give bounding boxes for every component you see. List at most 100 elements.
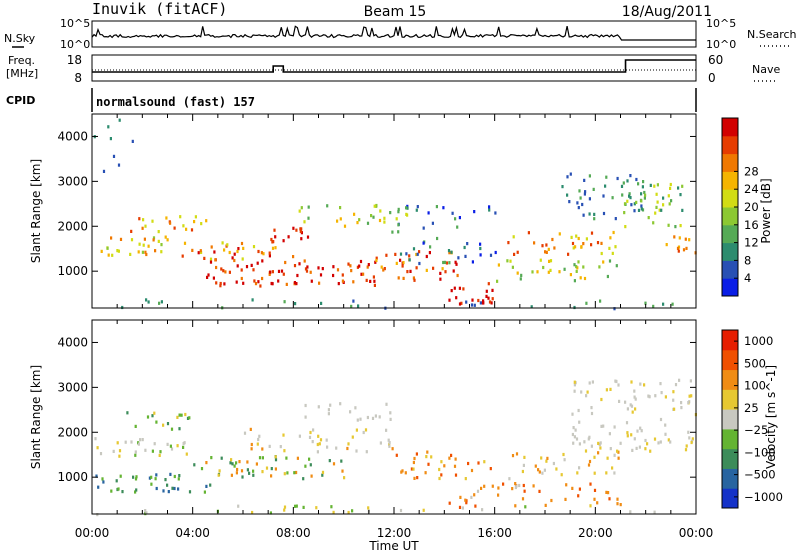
heatmap-cell — [347, 510, 350, 515]
heatmap-cell — [546, 456, 549, 460]
heatmap-cell — [199, 249, 202, 253]
heatmap-cell — [304, 464, 307, 468]
heatmap-cell — [152, 238, 155, 242]
heatmap-cell — [575, 437, 579, 441]
heatmap-cell — [319, 438, 323, 442]
heatmap-cell — [112, 154, 116, 158]
xtick-label: 00:00 — [679, 526, 714, 540]
heatmap-cell — [454, 473, 458, 477]
heatmap-cell — [471, 260, 474, 264]
heatmap-cell — [567, 252, 570, 256]
heatmap-cell — [511, 487, 514, 491]
heatmap-cell — [685, 246, 688, 250]
heatmap-cell — [571, 486, 574, 490]
heatmap-cell — [679, 193, 682, 197]
heatmap-cell — [633, 209, 636, 213]
heatmap-cell — [612, 230, 615, 235]
heatmap-cell — [131, 139, 134, 143]
heatmap-cell — [157, 239, 160, 243]
heatmap-cell — [565, 483, 568, 487]
power-colorbar-label: Power [dB] — [759, 178, 773, 243]
heatmap-cell — [310, 474, 313, 478]
heatmap-cell — [540, 456, 543, 460]
heatmap-cell — [385, 428, 388, 432]
heatmap-cell — [173, 474, 176, 479]
heatmap-cell — [317, 405, 320, 409]
colorbar-tick-label: −25 — [744, 423, 768, 437]
heatmap-cell — [643, 383, 646, 387]
heatmap-cell — [287, 235, 290, 239]
heatmap-cell — [246, 468, 249, 472]
heatmap-cell — [669, 182, 672, 187]
heatmap-cell — [442, 260, 445, 265]
nsky-trace — [91, 25, 696, 41]
heatmap-cell — [523, 489, 526, 493]
colorbar-tick-label: 28 — [744, 164, 759, 178]
heatmap-cell — [482, 299, 485, 303]
heatmap-cell — [578, 442, 581, 446]
heatmap-cell — [173, 226, 176, 230]
xtick-label: 00:00 — [75, 526, 110, 540]
heatmap-cell — [246, 460, 249, 464]
heatmap-cell — [519, 277, 522, 281]
heatmap-cell — [616, 497, 619, 501]
heatmap-cell — [580, 390, 583, 394]
heatmap-cell — [257, 249, 260, 254]
heatmap-cell — [271, 246, 275, 250]
heatmap-cell — [662, 302, 665, 306]
heatmap-cell — [605, 471, 608, 475]
heatmap-cell — [602, 424, 605, 428]
heatmap-cell — [578, 420, 581, 424]
heatmap-cell — [271, 240, 274, 244]
heatmap-cell — [474, 504, 477, 508]
heatmap-cell — [194, 215, 197, 219]
heatmap-cell — [214, 258, 217, 262]
colorbar-swatch — [722, 448, 738, 469]
heatmap-cell — [97, 485, 100, 489]
heatmap-cell — [485, 289, 488, 293]
heatmap-cell — [412, 247, 416, 251]
heatmap-cell — [442, 206, 445, 210]
heatmap-cell — [387, 438, 390, 442]
heatmap-cell — [242, 246, 245, 250]
heatmap-cell — [138, 242, 141, 246]
heatmap-cell — [134, 490, 137, 494]
heatmap-cell — [587, 463, 591, 467]
heatmap-cell — [660, 391, 663, 395]
heatmap-cell — [464, 477, 467, 481]
heatmap-cell — [593, 217, 596, 221]
power-colorbar: 4 8 12 16 20 24 28 — [721, 117, 759, 297]
heatmap-cell — [522, 463, 525, 467]
heatmap-cell — [312, 428, 315, 432]
heatmap-cell — [240, 276, 243, 281]
heatmap-cell — [479, 253, 482, 257]
heatmap-cell — [488, 300, 492, 304]
heatmap-cell — [235, 471, 238, 475]
heatmap-cell — [598, 265, 601, 269]
heatmap-cell — [169, 444, 172, 448]
heatmap-cell — [464, 254, 467, 258]
heatmap-cell — [448, 251, 451, 255]
heatmap-cell — [401, 264, 404, 268]
colorbar-swatch — [722, 260, 738, 279]
heatmap-cell — [424, 471, 427, 475]
heatmap-cell — [141, 250, 144, 254]
heatmap-cell — [319, 273, 323, 277]
power-ylabel: Slant Range [km] — [29, 159, 43, 263]
heatmap-cell — [494, 250, 497, 255]
heatmap-cell — [640, 204, 643, 208]
heatmap-cell — [94, 437, 97, 441]
heatmap-cell — [521, 497, 525, 501]
colorbar-swatch — [722, 135, 738, 155]
heatmap-cell — [548, 259, 551, 263]
heatmap-cell — [418, 250, 421, 254]
heatmap-cell — [137, 250, 140, 254]
heatmap-cell — [269, 511, 272, 515]
heatmap-cell — [253, 279, 256, 283]
heatmap-cell — [213, 250, 216, 254]
heatmap-cell — [405, 212, 408, 216]
heatmap-cell — [341, 273, 344, 277]
heatmap-cell — [183, 441, 186, 445]
heatmap-cell — [96, 446, 99, 450]
